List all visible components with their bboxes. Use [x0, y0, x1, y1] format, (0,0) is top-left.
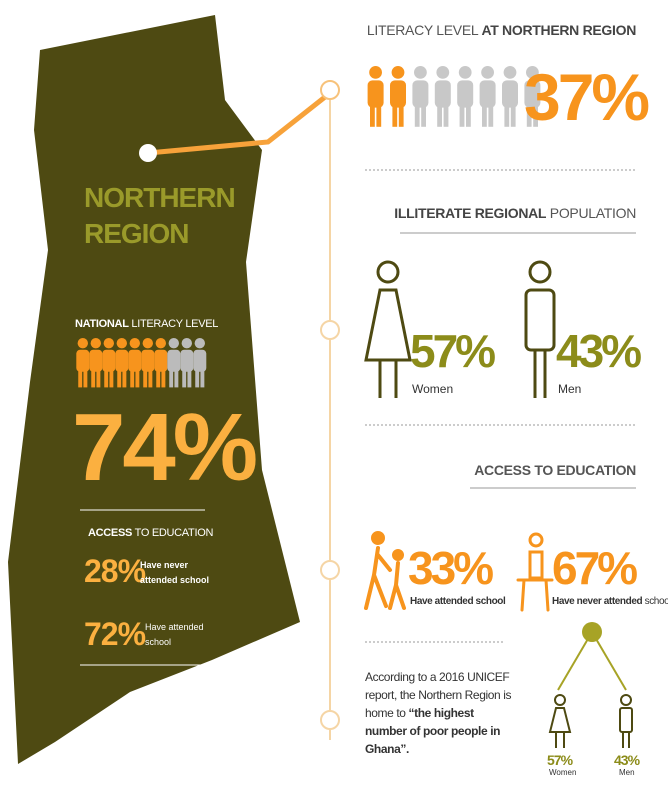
national-label: NATIONAL LITERACY LEVEL [75, 318, 218, 330]
man-icon [526, 262, 554, 398]
men-value: 43% [556, 328, 639, 374]
people-row [368, 66, 541, 127]
access-value: 28% [84, 555, 145, 587]
tree-women-value: 57% [547, 752, 572, 768]
title-bold: AT NORTHERN REGION [481, 22, 636, 38]
attended-value: 33% [408, 545, 491, 591]
national-value: 74% [72, 400, 255, 496]
never-label: Have never attended school [552, 596, 668, 607]
tree-men-label: Men [619, 768, 635, 777]
title-light: POPULATION [550, 205, 636, 221]
tree [550, 622, 632, 748]
title-light: LITERACY LEVEL [367, 22, 478, 38]
women-label: Women [412, 382, 453, 396]
map-shape [8, 15, 300, 764]
label-bold: Have never attended [552, 596, 642, 607]
access-label: Have never attended school [140, 558, 210, 588]
men-label: Men [558, 382, 581, 396]
timeline-dot [321, 561, 339, 579]
label-light: school [645, 596, 668, 607]
access-value: 72% [84, 618, 145, 650]
section-title: LITERACY LEVEL AT NORTHERN REGION [367, 22, 636, 38]
unicef-note: According to a 2016 UNICEF report, the N… [365, 668, 515, 758]
label-bold: NATIONAL [75, 318, 129, 330]
region-name: NORTHERN REGION [84, 180, 224, 252]
tree-women-label: Women [549, 768, 576, 777]
infographic: NORTHERN REGION NATIONAL LITERACY LEVEL … [0, 0, 668, 789]
access-label: Have attended school [145, 620, 205, 650]
timeline-dot [321, 711, 339, 729]
timeline-dot [321, 321, 339, 339]
label-light: TO EDUCATION [135, 527, 214, 539]
title-bold: ILLITERATE REGIONAL [394, 205, 546, 221]
access-label: ACCESS TO EDUCATION [88, 527, 213, 539]
label-bold: ACCESS [88, 527, 132, 539]
tree-men-value: 43% [614, 752, 639, 768]
label-light: LITERACY LEVEL [131, 318, 218, 330]
timeline-dot [321, 81, 339, 99]
sitter-icon [518, 534, 552, 610]
walkers-icon [366, 533, 404, 608]
woman-icon [366, 262, 410, 398]
attended-label: Have attended school [410, 596, 505, 607]
connector-dot [139, 144, 157, 162]
women-value: 57% [410, 328, 493, 374]
never-value: 67% [552, 545, 635, 591]
literacy-value: 37% [524, 64, 647, 130]
section-title: ACCESS TO EDUCATION [474, 462, 636, 478]
section-title: ILLITERATE REGIONAL POPULATION [394, 205, 636, 221]
